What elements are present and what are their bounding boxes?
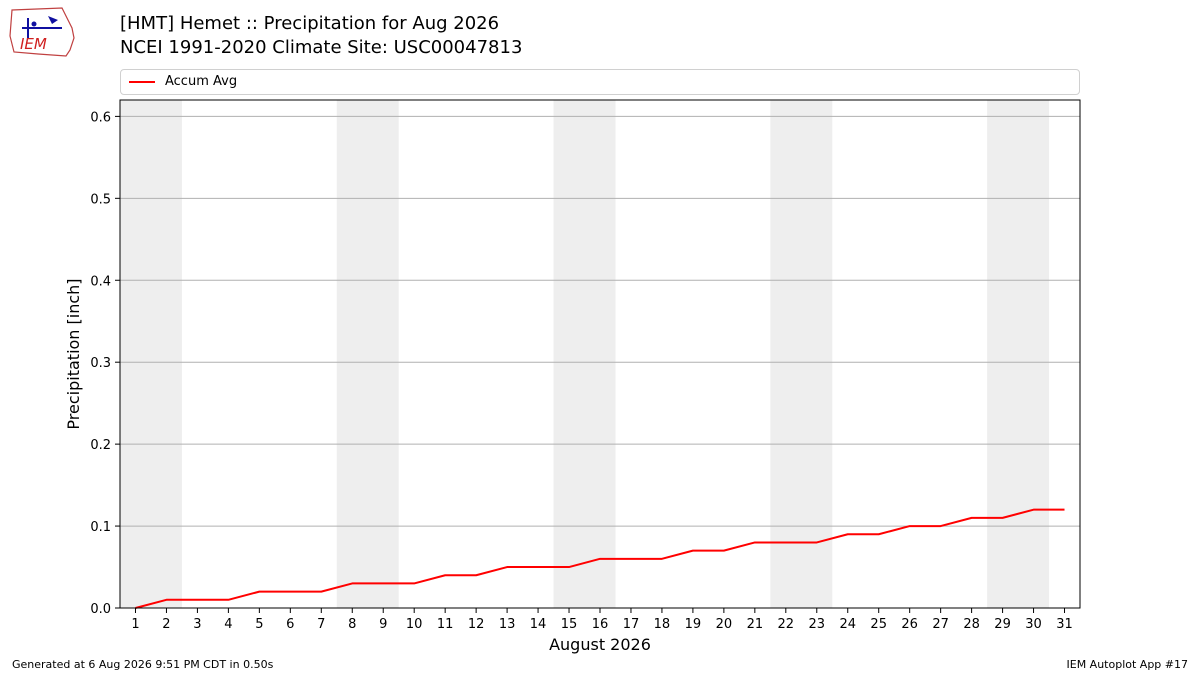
x-tick-label: 20	[716, 617, 733, 632]
x-tick-label: 23	[809, 617, 826, 632]
x-tick-label: 7	[317, 617, 325, 632]
series-layer	[135, 508, 1065, 609]
x-tick-label: 24	[839, 617, 856, 632]
y-tick-label: 0.2	[90, 438, 111, 453]
x-tick-label: 25	[870, 617, 887, 632]
weekend-band	[120, 100, 182, 608]
x-axis: 1 2 3 4 5 6 7 8 9 10 11 12 13 14 15 16 17 18 19 20 21 22 23 24 2…	[131, 608, 1073, 632]
y-tick-label: 0.1	[90, 520, 111, 535]
y-tick-label: 0.4	[90, 274, 111, 289]
x-tick-label: 19	[685, 617, 702, 632]
x-tick-label: 27	[932, 617, 949, 632]
x-tick-label: 28	[963, 617, 980, 632]
x-tick-label: 6	[286, 617, 294, 632]
x-tick-label: 2	[162, 617, 170, 632]
y-tick-label: 0.5	[90, 192, 111, 207]
series-line-accum-avg	[135, 508, 1065, 609]
x-tick-label: 10	[406, 617, 423, 632]
x-tick-label: 11	[437, 617, 454, 632]
weekend-band	[336, 100, 399, 608]
x-tick-label: 22	[778, 617, 795, 632]
iem-logo-icon: IEM	[9, 7, 75, 57]
x-tick-label: 8	[348, 617, 356, 632]
weekend-band	[770, 100, 833, 608]
chart-subtitle: NCEI 1991-2020 Climate Site: USC00047813	[120, 37, 523, 58]
x-tick-label: 26	[901, 617, 918, 632]
x-tick-label: 16	[592, 617, 609, 632]
y-axis-label: Precipitation [inch]	[64, 278, 83, 429]
x-tick-label: 21	[747, 617, 764, 632]
x-tick-label: 13	[499, 617, 516, 632]
x-tick-label: 12	[468, 617, 485, 632]
y-tick-label: 0.3	[90, 356, 111, 371]
x-tick-label: 3	[193, 617, 201, 632]
x-tick-label: 18	[654, 617, 671, 632]
generated-timestamp: Generated at 6 Aug 2026 9:51 PM CDT in 0…	[12, 658, 274, 671]
y-tick-label: 0.6	[90, 110, 111, 125]
legend-label: Accum Avg	[165, 74, 238, 89]
x-tick-label: 31	[1056, 617, 1073, 632]
weekend-shading	[120, 100, 1050, 608]
weekend-band	[553, 100, 616, 608]
x-tick-label: 17	[623, 617, 640, 632]
x-tick-label: 5	[255, 617, 263, 632]
weekend-band	[987, 100, 1050, 608]
x-tick-label: 15	[561, 617, 578, 632]
app-credit: IEM Autoplot App #17	[1066, 658, 1189, 671]
svg-text:IEM: IEM	[20, 35, 47, 53]
x-tick-label: 29	[994, 617, 1011, 632]
x-axis-label: August 2026	[549, 635, 651, 654]
y-tick-label: 0.0	[90, 602, 111, 617]
y-axis: 0.0 0.1 0.2 0.3 0.4 0.5 0.6	[90, 110, 120, 617]
x-tick-label: 30	[1025, 617, 1042, 632]
legend: Accum Avg	[120, 69, 1080, 95]
chart-title: [HMT] Hemet :: Precipitation for Aug 202…	[120, 13, 500, 34]
x-tick-label: 14	[530, 617, 547, 632]
x-tick-label: 9	[379, 617, 387, 632]
legend-swatch	[129, 81, 155, 83]
x-tick-label: 1	[131, 617, 139, 632]
x-tick-label: 4	[224, 617, 232, 632]
